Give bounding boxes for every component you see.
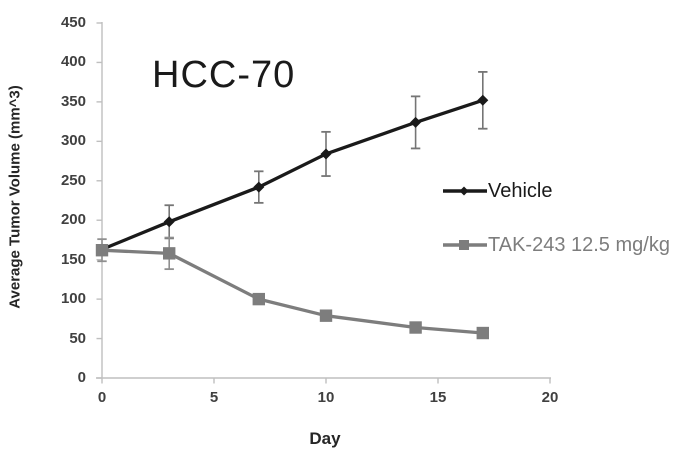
y-tick-label: 400	[60, 53, 86, 71]
y-tick-label: 200	[60, 211, 86, 229]
legend-item: Vehicle	[443, 180, 553, 202]
y-tick-label: 0	[77, 369, 86, 386]
square-legend-swatch-icon	[443, 240, 487, 250]
square-marker	[252, 292, 265, 306]
y-tick-label: 100	[60, 290, 86, 308]
diamond-marker	[320, 148, 332, 160]
y-tick-label: 150	[60, 250, 86, 268]
y-tick-label: 50	[69, 329, 86, 347]
diamond-marker	[163, 216, 175, 228]
diamond-marker	[253, 181, 265, 193]
square-marker	[476, 326, 489, 340]
x-tick-label: 0	[97, 389, 107, 406]
diamond-legend-swatch-icon	[443, 186, 487, 196]
legend-label: TAK-243 12.5 mg/kg	[488, 233, 670, 256]
x-tick-label: 15	[429, 389, 447, 406]
square-marker	[95, 244, 109, 257]
square-marker	[319, 309, 333, 322]
series-line-diamond	[101, 98, 484, 251]
y-tick-label: 350	[60, 92, 86, 110]
y-tick-label: 300	[60, 132, 86, 150]
series-line-square	[101, 248, 483, 335]
diamond-marker	[477, 94, 489, 106]
x-tick-label: 20	[541, 389, 559, 406]
y-tick-label: 250	[60, 171, 86, 189]
x-axis-title: Day	[309, 429, 341, 448]
y-tick-label: 450	[60, 14, 86, 31]
x-tick-label: 10	[317, 389, 335, 406]
chart-title: HCC-70	[152, 54, 296, 96]
x-tick-label: 5	[209, 389, 219, 406]
legend-item: TAK-243 12.5 mg/kg	[443, 234, 670, 256]
legend-label: Vehicle	[488, 179, 553, 202]
y-axis-title: Average Tumor Volume (mm^3)	[6, 85, 24, 309]
square-marker	[163, 247, 176, 260]
diamond-marker	[410, 116, 422, 128]
square-marker	[409, 321, 422, 334]
